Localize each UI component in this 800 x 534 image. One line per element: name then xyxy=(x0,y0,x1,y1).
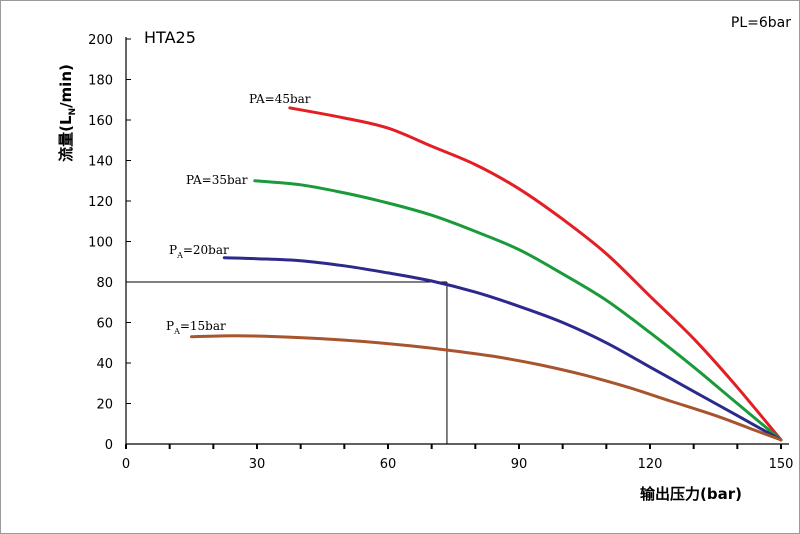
series-label-1: PA=45bar xyxy=(249,92,311,106)
x-tick-label: 120 xyxy=(638,457,663,472)
y-tick-label: 140 xyxy=(88,155,113,170)
x-axis-title: 输出压力(bar) xyxy=(640,485,742,503)
y-tick-label: 60 xyxy=(96,317,113,332)
series-line-4 xyxy=(190,334,783,442)
series-line-1 xyxy=(288,106,783,442)
series-line-3 xyxy=(222,256,783,442)
x-tick-label: 30 xyxy=(249,457,266,472)
y-tick-label: 0 xyxy=(105,438,113,453)
y-tick-label: 120 xyxy=(88,195,113,210)
y-tick-label: 160 xyxy=(88,114,113,129)
series-line-2 xyxy=(253,179,783,442)
y-tick-label: 180 xyxy=(88,74,113,89)
x-tick-label: 0 xyxy=(122,457,130,472)
y-tick-label: 20 xyxy=(96,398,113,413)
y-tick-label: 100 xyxy=(88,236,113,251)
y-axis-title: 流量(LN/min) xyxy=(57,64,78,162)
corner-note: PL=6bar xyxy=(731,15,791,31)
series-label-3: PA=20bar xyxy=(169,243,229,260)
series-label-2: PA=35bar xyxy=(186,173,248,187)
x-tick-label: 60 xyxy=(380,457,397,472)
y-tick-label: 200 xyxy=(88,33,113,48)
series-label-4: PA=15bar xyxy=(166,319,226,336)
chart-title: HTA25 xyxy=(144,28,196,47)
y-tick-label: 40 xyxy=(96,357,113,372)
y-tick-label: 80 xyxy=(96,276,113,291)
x-tick-label: 150 xyxy=(769,457,794,472)
x-tick-label: 90 xyxy=(511,457,528,472)
